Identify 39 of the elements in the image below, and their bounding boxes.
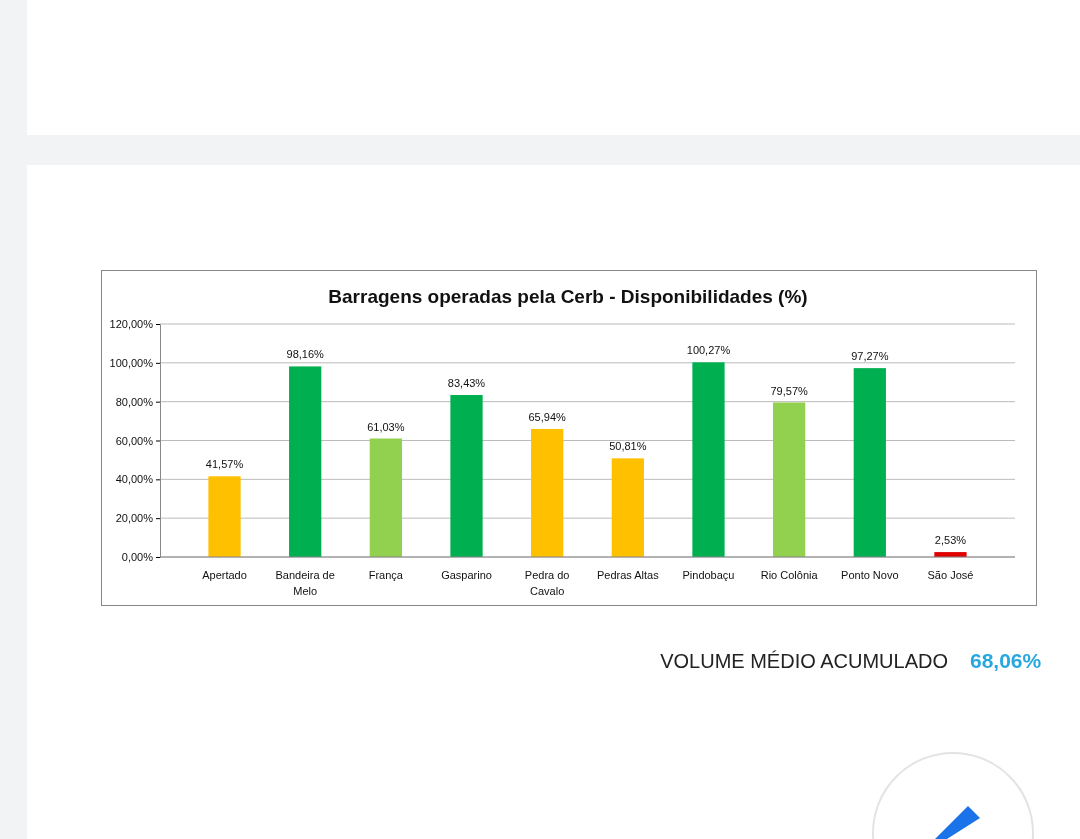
x-tick-label: Gasparino: [441, 569, 492, 581]
x-tick-label: França: [368, 569, 404, 581]
text: VOLUME MÉDIO ACUMULADO: [660, 650, 948, 672]
data-label: 83,43%: [447, 377, 486, 390]
bar: [208, 476, 241, 557]
data-label: 79,57%: [770, 384, 809, 397]
y-tick-label: 60,00%: [115, 434, 154, 447]
bar: [369, 438, 402, 557]
bar: [531, 428, 564, 557]
bar: [611, 458, 644, 557]
x-tick-label: Pedra do Cavalo: [524, 569, 570, 597]
bar: [289, 366, 322, 557]
x-tick-label: Pindobaçu: [682, 569, 735, 581]
x-tick-label: São José: [927, 569, 974, 581]
bar: [853, 368, 886, 557]
y-tick-label: 80,00%: [115, 395, 154, 408]
bar: [450, 395, 483, 557]
x-tick-label: Rio Colônia: [760, 569, 819, 581]
y-tick-label: 20,00%: [115, 512, 154, 525]
data-label: 65,94%: [528, 410, 567, 423]
data-label: 97,27%: [851, 350, 889, 363]
x-tick-label: Pedras Altas: [596, 569, 660, 581]
x-tick-label: Bandeira de Melo: [275, 569, 335, 597]
text: 68,06%: [970, 649, 1042, 672]
data-label: 61,03%: [367, 420, 405, 433]
chart-title: Barragens operadas pela Cerb - Disponibilidades (%): [328, 286, 808, 307]
bar: [773, 402, 806, 557]
data-label: 98,16%: [286, 348, 325, 361]
y-tick-label: 120,00%: [109, 318, 154, 331]
data-label: 41,57%: [205, 458, 244, 471]
y-tick-label: 100,00%: [109, 356, 154, 369]
x-tick-label: Apertado: [202, 569, 247, 581]
y-tick-label: 40,00%: [115, 473, 154, 486]
data-label: 50,81%: [609, 440, 647, 453]
bar: [692, 362, 725, 557]
data-label: 100,27%: [686, 344, 731, 357]
x-tick-label: Ponto Novo: [841, 569, 899, 581]
data-label: 2,53%: [934, 534, 967, 547]
y-tick-label: 0,00%: [121, 551, 154, 564]
